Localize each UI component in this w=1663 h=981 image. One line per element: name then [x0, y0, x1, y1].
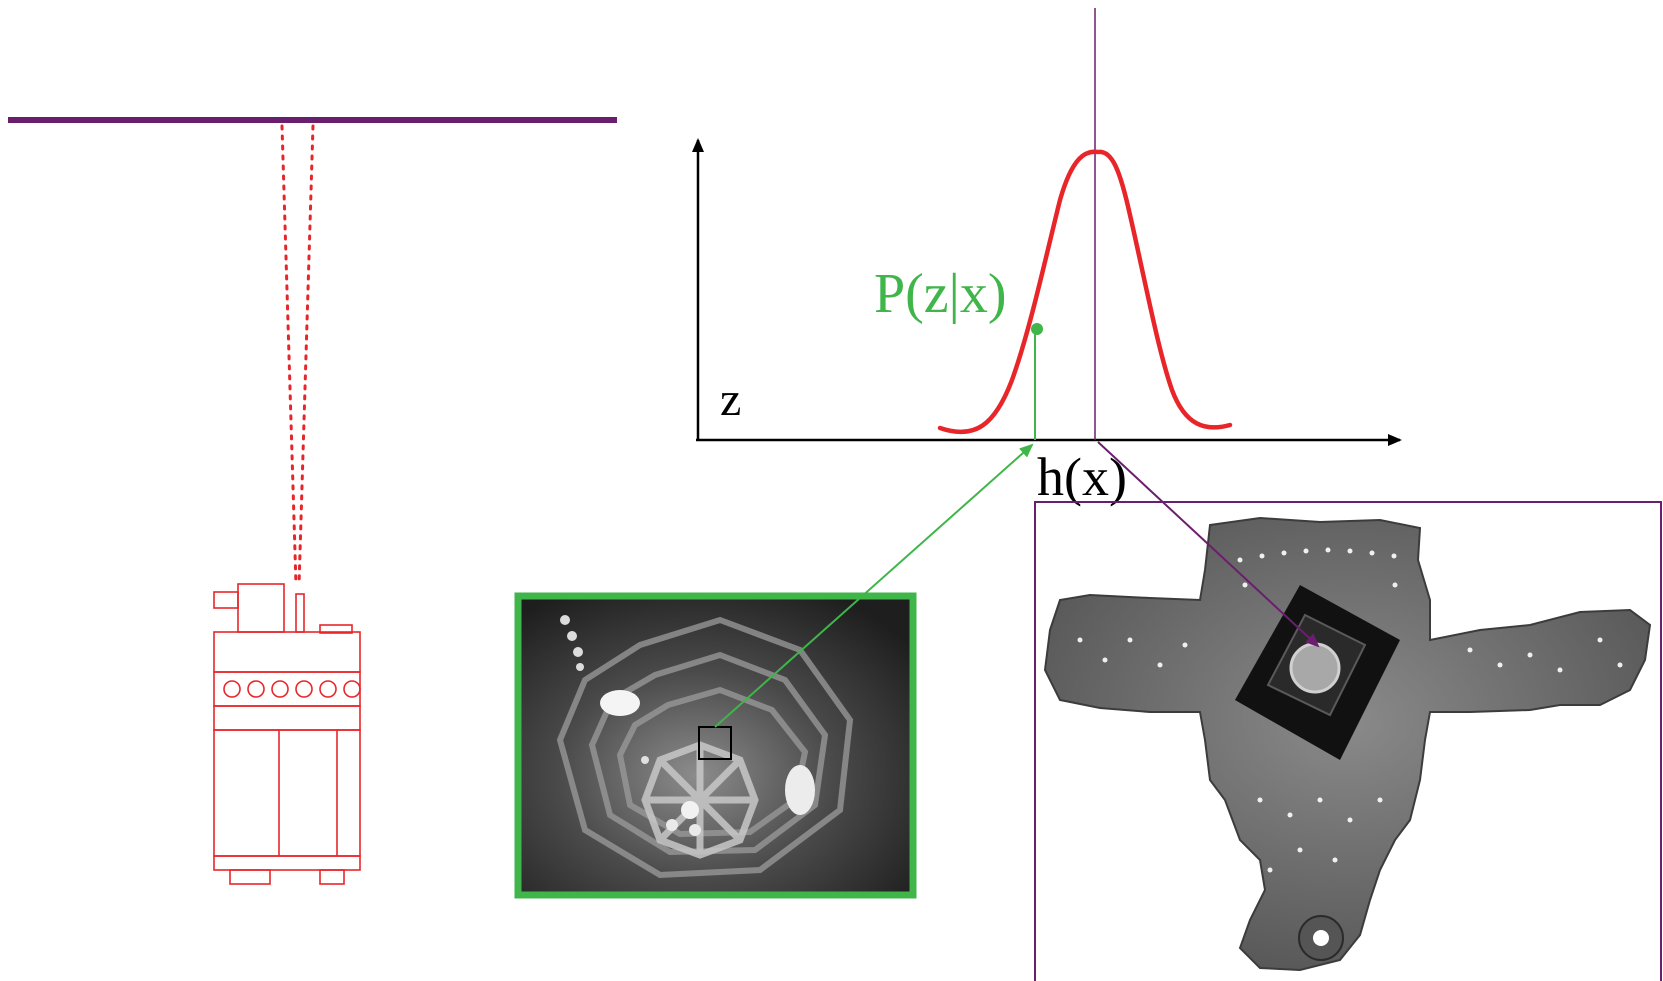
expected-measurement-label: h(x) — [1037, 447, 1127, 507]
ceiling-camera-image — [519, 597, 912, 894]
plot-axes — [692, 138, 1402, 446]
camera-to-axis-arrow — [714, 443, 1034, 728]
laser-beams — [280, 124, 315, 587]
probability-point — [1031, 323, 1043, 335]
camera-image-frame — [514, 592, 917, 899]
mobile-robot-icon — [213, 583, 361, 885]
expected-to-map-arrow — [1097, 441, 1320, 648]
measurement-axis-label: z — [720, 373, 741, 426]
probability-label: P(z|x) — [874, 263, 1007, 325]
gaussian-curve — [937, 149, 1233, 435]
map-frame — [1034, 501, 1662, 981]
ceiling-mosaic-map — [1043, 516, 1652, 972]
